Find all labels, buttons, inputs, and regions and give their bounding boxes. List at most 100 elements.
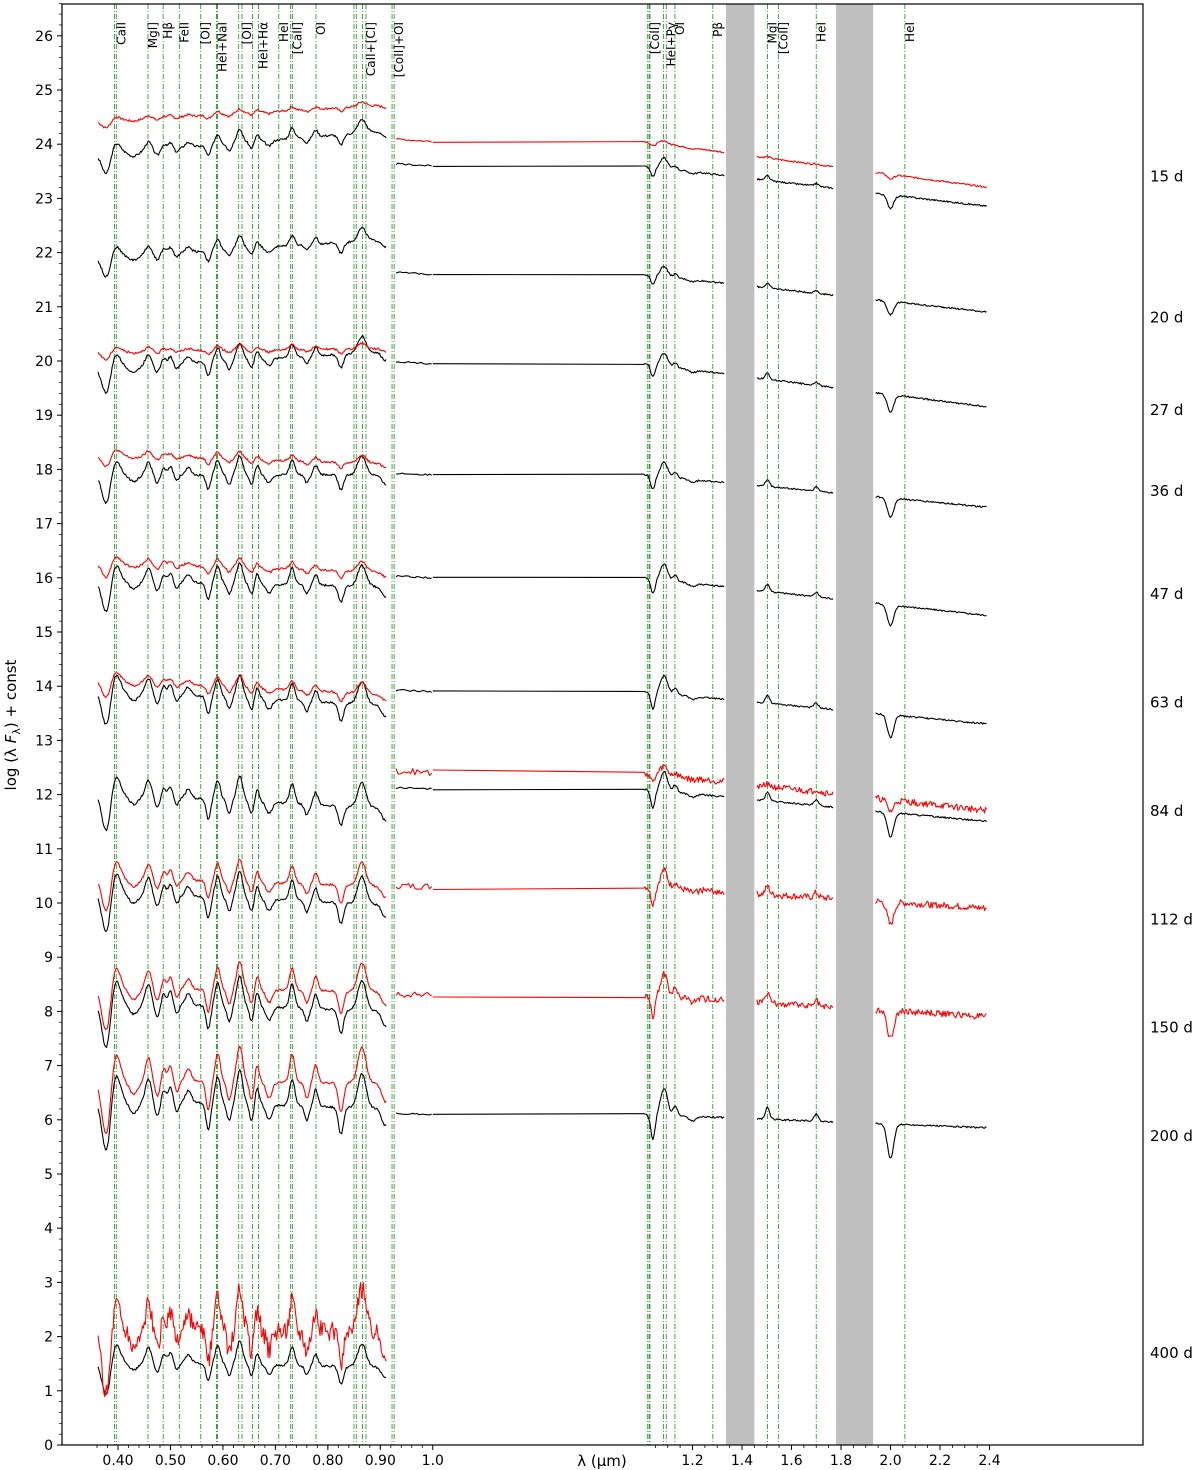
y-axis-title-suffix: ) + const [2,659,20,728]
y-axis-title-subscript: λ [10,728,23,735]
y-tick-label: 15 [35,625,53,641]
x-tick-label: 2.4 [978,1453,1000,1469]
epoch-labels: 15 d 20 d 27 d 36 d 47 d 63 d 84 d 112 d 150 d 20… [1150,168,1193,1362]
telluric-band-1 [725,4,755,1445]
spectra-series [97,101,987,1398]
epoch-label: 15 d [1150,168,1183,186]
y-tick-label: 25 [35,83,53,99]
y-axis: 0123456789101112131415161718192021222324… [35,2,62,1454]
spectrum-47d-black [97,562,987,627]
y-axis-title-symbol: F [2,734,20,743]
y-tick-label: 21 [35,300,53,316]
spectrum-36d-red [97,449,387,470]
y-tick-label: 26 [35,29,53,45]
line-id-label: MgI] [146,22,160,48]
spectrum-84d-red [395,764,987,814]
y-axis-title: log (λ Fλ) + const [2,659,23,790]
spectrum-36d-black [97,455,987,518]
y-tick-label: 5 [44,1167,53,1183]
spectrum-400d-red [97,1282,387,1398]
epoch-label: 84 d [1150,802,1183,820]
y-tick-label: 11 [35,842,53,858]
x-tick-label: 0.50 [155,1453,186,1469]
y-tick-label: 16 [35,571,53,587]
spectrum-112d-black [97,871,387,932]
y-tick-label: 17 [35,517,53,533]
line-id-label: CaII [114,22,128,45]
y-tick-label: 18 [35,462,53,478]
y-tick-label: 19 [35,408,53,424]
line-id-label: OI [673,22,687,35]
line-id-label: HeI [277,22,291,42]
x-tick-label: 2.0 [879,1453,901,1469]
epoch-label: 63 d [1150,693,1183,711]
x-tick-label: 1.8 [830,1453,852,1469]
epoch-label: 112 d [1150,910,1193,928]
y-tick-label: 3 [44,1275,53,1291]
x-axis-title: λ (µm) [577,1452,627,1470]
spectrum-20d-black [97,227,987,316]
x-tick-label: 0.70 [260,1453,291,1469]
line-id-label: MgI [765,22,779,44]
y-tick-label: 6 [44,1113,53,1129]
x-axis: 0.40 0.50 0.60 0.70 0.80 0.90 1.0 1.2 1.4 1.6 1.8 2… [96,1445,1001,1469]
line-id-label: HeI+Hα [256,22,270,69]
y-axis-title-prefix: log (λ [2,743,20,790]
line-id-label: [OI] [199,22,213,44]
y-tick-label: 4 [44,1221,53,1237]
spectrum-27d-red [97,341,387,361]
y-tick-label: 13 [35,733,53,749]
line-id-label: [CoII] [776,22,790,54]
spectrum-27d-black [97,334,987,413]
y-tick-label: 14 [35,679,53,695]
spectrum-15d-red [97,101,987,189]
spectrum-150d-black [97,975,387,1048]
line-id-label: CaII+[CI] [364,22,378,76]
x-tick-label: 1.2 [681,1453,703,1469]
x-tick-label: 1.6 [780,1453,802,1469]
line-id-label: HeI [814,22,828,42]
spectrum-15d-black [97,118,987,210]
epoch-label: 150 d [1150,1019,1193,1037]
spectrum-63d-red [97,672,387,703]
line-id-label: Pβ [711,22,725,37]
line-id-label: FeII [177,22,191,43]
spectrum-200d-red [97,1045,387,1134]
x-tick-label: 2.2 [929,1453,951,1469]
spectrum-84d-black [97,770,987,838]
x-tick-label: 0.90 [365,1453,396,1469]
y-tick-label: 7 [44,1059,53,1075]
x-tick-label: 0.80 [312,1453,343,1469]
epoch-label: 200 d [1150,1127,1193,1145]
spectrum-150d-red [97,961,987,1037]
spectrum-63d-black [97,674,987,739]
line-id-label: [CoII]+OI [392,22,406,77]
spectrum-200d-black [97,1069,987,1159]
y-tick-label: 23 [35,191,53,207]
line-id-label: [OI] [240,22,254,44]
y-tick-label: 9 [44,950,53,966]
y-tick-label: 22 [35,246,53,262]
y-tick-label: 10 [35,896,53,912]
telluric-band-2 [836,4,874,1445]
line-id-label: [CaII] [290,22,304,54]
y-tick-label: 20 [35,354,53,370]
epoch-label: 47 d [1150,585,1183,603]
y-tick-label: 12 [35,788,53,804]
spectrum-112d-red [97,858,987,925]
line-identification-markers: CaII MgI] Hβ FeII [OI] HeI+NaI [OI] HeI+Hα HeI [C… [114,4,917,1445]
line-id-label: Hβ [161,22,175,39]
spectrum-47d-red [97,556,387,580]
spectrum-400d-black [97,1340,387,1396]
plot-frame [61,3,1144,1446]
y-tick-label: 1 [44,1384,53,1400]
epoch-label: 36 d [1150,482,1183,500]
y-tick-label: 0 [44,1438,53,1454]
x-tick-label: 1.0 [422,1453,444,1469]
telluric-bands [725,4,874,1445]
x-tick-label: 1.4 [731,1453,753,1469]
x-tick-label: 0.40 [102,1453,133,1469]
epoch-label: 27 d [1150,401,1183,419]
line-id-label: HeI+NaI [215,22,229,72]
line-id-label: OI [314,22,328,35]
